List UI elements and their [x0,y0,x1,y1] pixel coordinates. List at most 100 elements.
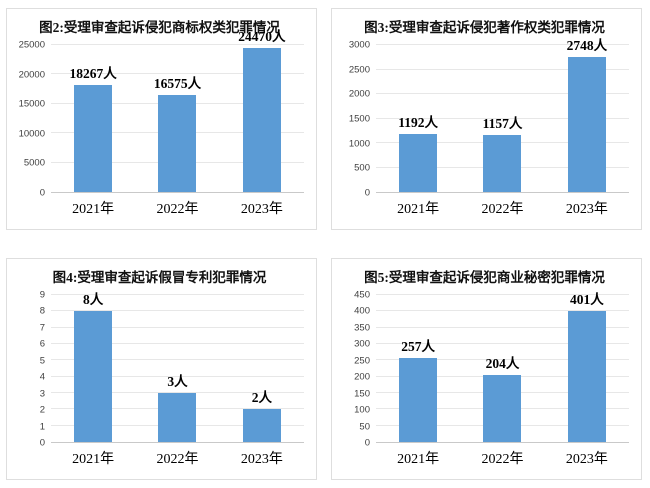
y-tick-label: 0 [39,187,45,199]
gridline [376,93,629,94]
bar-value-label: 8人 [83,292,104,308]
bar [567,57,606,192]
y-tick-label: 5000 [23,157,45,169]
chart-panel-figure-3: 图3:受理审查起诉侵犯著作权类犯罪情况 0 500 1000 1500 2000 2500… [331,8,642,230]
bar-value-label: 1157人 [482,116,523,132]
gridline [51,359,304,361]
y-tick-label: 0 [39,437,45,449]
x-axis: 2021年 2022年 2023年 [376,193,629,218]
y-axis: 0 500 1000 1500 2000 2500 3000 [340,40,376,199]
y-tick-label: 1000 [348,138,370,150]
bar-value-label: 257人 [401,339,436,355]
y-tick-label: 25000 [18,39,45,51]
plot-area: 8人 3人 2人 [51,292,304,443]
x-tick-label: 2022年 [156,452,199,467]
y-tick-label: 2500 [348,64,370,76]
gridline [376,310,629,312]
bar [242,409,281,442]
gridline [376,343,629,344]
x-tick-label: 2023年 [240,202,283,217]
y-tick-label: 15000 [18,98,45,110]
y-tick-label: 3000 [348,39,370,51]
bar-chart: 0 1 2 3 4 5 6 7 8 9 8人 3人 2人 [15,290,304,449]
y-axis: 0 5000 10000 15000 20000 25000 [15,40,51,199]
bar-category: 257人 [376,295,460,442]
gridline [51,294,304,295]
y-tick-label: 4 [39,371,45,383]
bar-value-label: 2748人 [566,38,608,54]
bar-value-label: 1192人 [398,114,439,130]
bar [242,48,281,192]
x-tick-label: 2021年 [397,452,440,467]
bar [399,358,438,442]
bar-value-label: 401人 [569,292,604,308]
y-tick-label: 1500 [348,113,370,125]
y-tick-label: 250 [354,355,370,367]
x-tick-label: 2023年 [240,452,283,467]
bar-chart: 0 50 100 150 200 250 300 350 400 450 257人 204人 401人 [340,290,629,449]
y-tick-label: 20000 [18,69,45,81]
chart-panel-figure-4: 图4:受理审查起诉假冒专利犯罪情况 0 1 2 3 4 5 6 7 8 9 8人 3人 2人 2021… [6,258,317,480]
bar-category: 16575人 [135,45,219,192]
bar-value-label: 24470人 [238,29,286,45]
y-tick-label: 350 [354,322,370,334]
x-tick-label: 2022年 [481,202,524,217]
gridline [51,375,304,377]
gridline [51,310,304,312]
bar-value-label: 18267人 [69,65,117,81]
bar [399,133,438,192]
bar-category: 204人 [460,295,544,442]
x-axis: 2021年 2022年 2023年 [376,443,629,468]
x-tick-label: 2021年 [72,452,115,467]
chart-panel-figure-2: 图2:受理审查起诉侵犯商标权类犯罪情况 0 5000 10000 15000 20000… [6,8,317,230]
bar-value-label: 204人 [485,356,520,372]
y-tick-label: 150 [354,388,370,400]
bar-category: 2人 [220,295,304,442]
x-tick-label: 2023年 [565,202,608,217]
chart-title: 图2:受理审查起诉侵犯商标权类犯罪情况 [39,20,280,35]
bar-value-label: 3人 [167,374,188,390]
bar [74,84,113,192]
bar-value-label: 2人 [251,390,272,406]
y-tick-label: 0 [364,187,370,199]
gridline [376,294,629,295]
chart-panel-figure-5: 图5:受理审查起诉侵犯商业秘密犯罪情况 0 50 100 150 200 250 300 35… [331,258,642,480]
y-tick-label: 9 [39,289,45,301]
y-tick-label: 50 [359,421,370,433]
gridline [376,44,629,45]
bar-chart: 0 5000 10000 15000 20000 25000 18267人 16575人 24… [15,29,304,199]
plot-area: 1192人 1157人 2748人 [376,38,629,193]
bar [158,94,197,192]
x-axis: 2021年 2022年 2023年 [51,443,304,468]
y-tick-label: 6 [39,338,45,350]
x-tick-label: 2022年 [481,452,524,467]
y-tick-label: 10000 [18,128,45,140]
x-tick-label: 2022年 [156,202,199,217]
bar-category: 24470人 [220,29,304,192]
gridline [376,117,629,119]
x-axis: 2021年 2022年 2023年 [51,193,304,218]
gridline [51,326,304,328]
y-tick-label: 400 [354,305,370,317]
bar-category: 401人 [545,292,629,442]
x-tick-label: 2023年 [565,452,608,467]
bar [567,311,606,442]
bar-category: 18267人 [51,45,135,192]
y-tick-label: 300 [354,338,370,350]
gridline [51,44,304,45]
plot-area: 18267人 16575人 24470人 [51,29,304,193]
gridline [51,343,304,344]
bar-category: 2748人 [545,38,629,192]
y-tick-label: 7 [39,322,45,334]
y-tick-label: 1 [39,421,45,433]
x-tick-label: 2021年 [72,202,115,217]
chart-title: 图3:受理审查起诉侵犯著作权类犯罪情况 [364,20,605,35]
y-axis: 0 1 2 3 4 5 6 7 8 9 [15,290,51,449]
gridline [376,359,629,361]
gridline [51,392,304,393]
y-tick-label: 450 [354,289,370,301]
y-tick-label: 0 [364,437,370,449]
y-tick-label: 2000 [348,88,370,100]
y-tick-label: 3 [39,388,45,400]
bar [483,375,522,442]
